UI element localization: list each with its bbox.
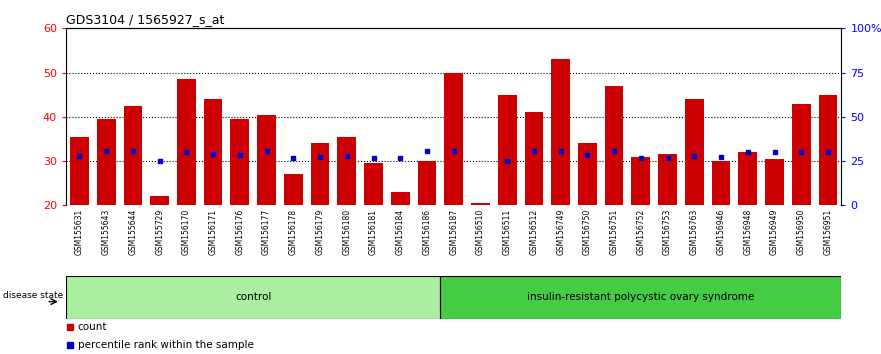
Text: GSM156763: GSM156763 [690,209,699,255]
Text: GSM155643: GSM155643 [101,209,111,255]
Bar [66,276,440,319]
Bar [337,137,356,205]
Text: GSM156179: GSM156179 [315,209,324,255]
Text: GSM156511: GSM156511 [503,209,512,255]
Text: GSM156180: GSM156180 [343,209,352,255]
Text: count: count [78,322,107,332]
Text: GSM156752: GSM156752 [636,209,646,255]
Bar [738,152,757,205]
Bar [578,143,596,205]
Bar [818,95,837,205]
Text: GSM155729: GSM155729 [155,209,164,255]
Bar [257,115,276,205]
Text: GSM156176: GSM156176 [235,209,244,255]
Bar [440,276,841,319]
Text: GSM155644: GSM155644 [129,209,137,255]
Bar [151,196,169,205]
Bar [284,175,303,205]
Bar [498,95,516,205]
Text: GDS3104 / 1565927_s_at: GDS3104 / 1565927_s_at [66,13,225,26]
Bar [391,192,410,205]
Bar [471,203,490,205]
Bar [658,154,677,205]
Text: GSM156171: GSM156171 [209,209,218,255]
Text: GSM156750: GSM156750 [583,209,592,255]
Text: GSM156177: GSM156177 [262,209,271,255]
Text: GSM156170: GSM156170 [181,209,191,255]
Text: GSM156950: GSM156950 [796,209,806,255]
Bar [97,119,115,205]
Bar [70,137,89,205]
Bar [685,99,704,205]
Text: GSM156181: GSM156181 [369,209,378,255]
Text: GSM156753: GSM156753 [663,209,672,255]
Bar [364,163,383,205]
Text: GSM156186: GSM156186 [423,209,432,255]
Text: GSM156948: GSM156948 [744,209,752,255]
Bar [632,156,650,205]
Text: disease state: disease state [4,291,63,300]
Text: GSM156751: GSM156751 [610,209,618,255]
Text: GSM156749: GSM156749 [556,209,565,255]
Text: insulin-resistant polycystic ovary syndrome: insulin-resistant polycystic ovary syndr… [527,292,754,302]
Bar [712,161,730,205]
Bar [766,159,784,205]
Text: GSM156184: GSM156184 [396,209,404,255]
Bar [204,99,223,205]
Text: GSM156951: GSM156951 [824,209,833,255]
Bar [418,161,436,205]
Text: GSM156949: GSM156949 [770,209,779,255]
Text: GSM156178: GSM156178 [289,209,298,255]
Bar [524,113,544,205]
Text: GSM156187: GSM156187 [449,209,458,255]
Bar [311,143,329,205]
Text: GSM156512: GSM156512 [529,209,538,255]
Bar [552,59,570,205]
Bar [792,104,811,205]
Bar [604,86,624,205]
Text: GSM156946: GSM156946 [716,209,726,255]
Bar [444,73,463,205]
Text: percentile rank within the sample: percentile rank within the sample [78,340,254,350]
Text: GSM156510: GSM156510 [476,209,485,255]
Bar [123,106,142,205]
Text: GSM155631: GSM155631 [75,209,84,255]
Text: control: control [235,292,271,302]
Bar [177,79,196,205]
Bar [231,119,249,205]
